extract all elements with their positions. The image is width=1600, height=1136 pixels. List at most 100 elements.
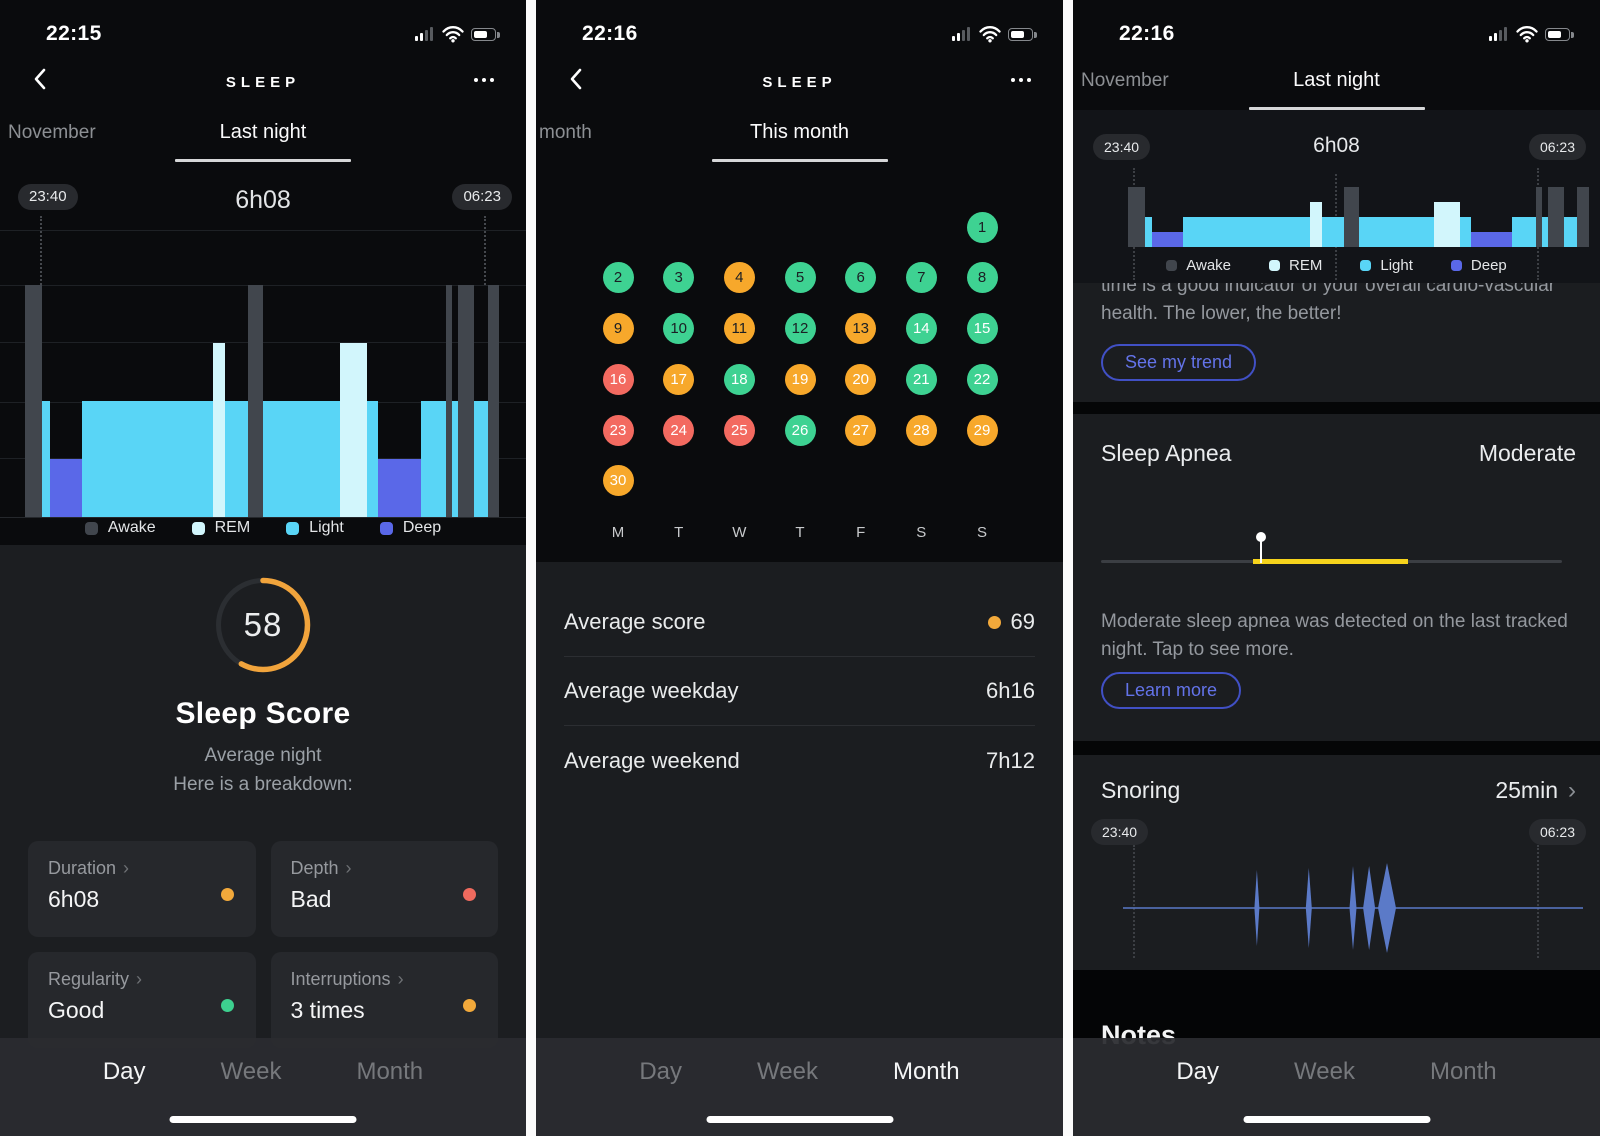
card-interruptions[interactable]: Interruptions › 3 times (270, 952, 498, 1048)
sleep-stage-light (82, 401, 213, 517)
calendar-day-23[interactable]: 23 (602, 414, 634, 446)
rem-swatch-icon (1269, 260, 1281, 271)
more-options-icon[interactable] (1011, 78, 1031, 82)
hypnogram-chart[interactable] (25, 285, 501, 517)
sleep-stage-awake (1577, 187, 1589, 247)
end-time-dotted-line (484, 216, 486, 285)
weekday-letter: T (674, 524, 684, 541)
bottom-nav-month[interactable]: Month (892, 1058, 960, 1085)
see-my-trend-button[interactable]: See my trend (1101, 344, 1257, 381)
calendar-day-28[interactable]: 28 (905, 414, 937, 446)
calendar-day-8[interactable]: 8 (966, 261, 998, 293)
calendar-day-20[interactable]: 20 (845, 363, 877, 395)
bottom-nav-week[interactable]: Week (757, 1058, 818, 1085)
tab-last-night[interactable]: Last night (1293, 69, 1380, 91)
card-duration[interactable]: Duration › 6h08 (28, 841, 256, 937)
learn-more-button[interactable]: Learn more (1101, 672, 1242, 709)
back-chevron-icon[interactable] (34, 68, 46, 95)
weekday-letter: W (732, 524, 747, 541)
calendar-day-27[interactable]: 27 (845, 414, 877, 446)
more-options-icon[interactable] (474, 78, 494, 82)
calendar-day-11[interactable]: 11 (723, 312, 755, 344)
legend-item: Light (286, 519, 344, 537)
chevron-right-icon: › (123, 858, 130, 878)
page-title: SLEEP (762, 74, 837, 91)
calendar-day-17[interactable]: 17 (663, 363, 695, 395)
clipped-description: time is a good indicator of your overall… (1101, 283, 1556, 324)
tab-november[interactable]: November (1081, 70, 1169, 91)
calendar-day-6[interactable]: 6 (845, 261, 877, 293)
legend-item: Awake (84, 519, 156, 537)
snoring-value-link[interactable]: 25min › (1495, 776, 1576, 804)
hypnogram-chart-mini[interactable] (1128, 187, 1590, 247)
stage-legend: Awake REM Light Deep (0, 519, 526, 537)
calendar-day-30[interactable]: 30 (602, 464, 634, 496)
bottom-nav-month[interactable]: Month (356, 1058, 424, 1085)
calendar-day-13[interactable]: 13 (845, 312, 877, 344)
weekday-letter: T (795, 524, 805, 541)
sleep-stage-light (420, 401, 446, 517)
calendar-day-22[interactable]: 22 (966, 363, 998, 395)
period-tabs: month This month (536, 108, 1063, 162)
snoring-section[interactable]: Snoring 25min › 23:40 06:23 (1073, 755, 1600, 970)
tab-last-month-clipped[interactable]: month (539, 122, 592, 143)
calendar-day-7[interactable]: 7 (905, 261, 937, 293)
sleep-stage-light (1512, 217, 1537, 247)
calendar-day-3[interactable]: 3 (663, 261, 695, 293)
bottom-nav-week[interactable]: Week (220, 1058, 282, 1085)
bottom-nav-day[interactable]: Day (639, 1058, 683, 1085)
snoring-chart: 23:40 06:23 (1073, 815, 1600, 970)
calendar-day-21[interactable]: 21 (905, 363, 937, 395)
apnea-title: Sleep Apnea (1101, 440, 1232, 466)
bottom-nav-day[interactable]: Day (102, 1058, 146, 1085)
calendar-day-19[interactable]: 19 (784, 363, 816, 395)
sleep-stage-light (367, 401, 379, 517)
bottom-nav-day[interactable]: Day (1176, 1058, 1220, 1085)
card-depth[interactable]: Depth › Bad (270, 841, 498, 937)
bottom-nav-week[interactable]: Week (1294, 1058, 1355, 1085)
legend-item: Light (1360, 257, 1413, 274)
sleep-apnea-section[interactable]: Sleep Apnea Moderate Moderate sleep apne… (1073, 414, 1600, 741)
calendar-day-16[interactable]: 16 (602, 363, 634, 395)
calendar-day-4[interactable]: 4 (723, 261, 755, 293)
apnea-severity-scale (1101, 532, 1562, 588)
calendar-day-18[interactable]: 18 (723, 363, 755, 395)
calendar-day-12[interactable]: 12 (784, 312, 816, 344)
tab-november[interactable]: November (8, 122, 96, 143)
status-dot (220, 999, 234, 1012)
legend-item: REM (1269, 257, 1322, 274)
home-indicator[interactable] (169, 1116, 357, 1123)
calendar-day-29[interactable]: 29 (966, 414, 998, 446)
status-dot (463, 888, 476, 901)
home-indicator[interactable] (1243, 1116, 1430, 1123)
sleep-stage-awake (445, 285, 452, 517)
sleep-stage-deep (1470, 232, 1513, 247)
calendar-day-25[interactable]: 25 (723, 414, 755, 446)
wifi-icon (1516, 25, 1538, 42)
home-indicator[interactable] (706, 1116, 893, 1123)
average-score-row[interactable]: Average score 69 (564, 588, 1035, 657)
phone-screen-this-month: 22:16 SLEEP (536, 0, 1063, 1136)
sleep-stage-awake (457, 285, 474, 517)
back-chevron-icon[interactable] (570, 68, 582, 95)
phone-screen-last-night-scrolled: 22:16 November Last night 23 (1073, 0, 1600, 1136)
calendar-day-9[interactable]: 9 (602, 312, 634, 344)
tab-this-month[interactable]: This month (750, 121, 849, 143)
average-weekend-row[interactable]: Average weekend 7h12 (564, 747, 1035, 773)
calendar-day-24[interactable]: 24 (663, 414, 695, 446)
average-weekday-row[interactable]: Average weekday 6h16 (564, 657, 1035, 726)
card-regularity[interactable]: Regularity › Good (28, 952, 256, 1048)
tab-last-night[interactable]: Last night (219, 121, 307, 143)
calendar-day-26[interactable]: 26 (784, 414, 816, 446)
start-time-dotted-line (40, 216, 42, 285)
calendar-day-14[interactable]: 14 (905, 312, 937, 344)
calendar-day-10[interactable]: 10 (663, 312, 695, 344)
calendar-day-15[interactable]: 15 (966, 312, 998, 344)
bottom-nav-month[interactable]: Month (1429, 1058, 1497, 1085)
calendar-day-1[interactable]: 1 (966, 211, 998, 243)
sleep-stage-awake (1344, 187, 1359, 247)
calendar-day-2[interactable]: 2 (602, 261, 634, 293)
calendar-day-5[interactable]: 5 (784, 261, 816, 293)
sleep-stage-deep (1152, 232, 1184, 247)
